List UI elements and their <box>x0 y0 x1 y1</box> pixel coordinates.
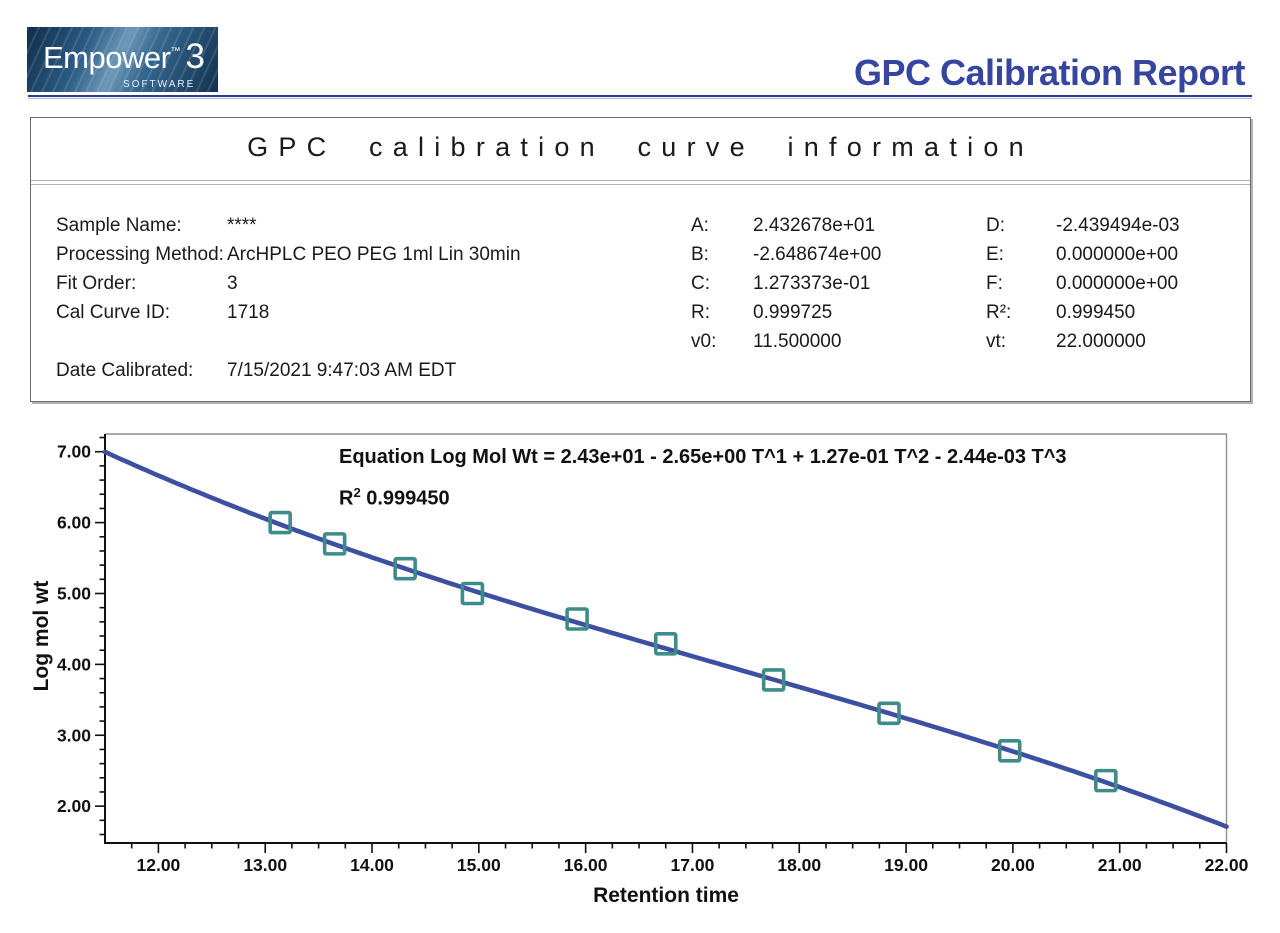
coefficients-column-2: D: -2.439494e-03 E: 0.000000e+00 F: 0.000000e… <box>986 211 1180 356</box>
field-value: 3 <box>227 273 238 294</box>
field-label: C: <box>691 273 710 294</box>
field-row: C: 1.273373e-01 <box>691 269 881 298</box>
field-row: D: -2.439494e-03 <box>986 211 1180 240</box>
field-value: 7/15/2021 9:47:03 AM EDT <box>227 360 457 381</box>
x-axis-title: Retention time <box>593 884 739 907</box>
field-value: -2.439494e-03 <box>1056 215 1180 236</box>
calibration-curve <box>102 449 1229 829</box>
field-row: R²: 0.999450 <box>986 298 1180 327</box>
y-tick-label: 5.00 <box>57 583 91 603</box>
field-label: Cal Curve ID: <box>56 302 171 323</box>
y-tick-label: 2.00 <box>57 796 91 816</box>
x-tick-label: 18.00 <box>777 855 821 875</box>
field-label: vt: <box>986 331 1007 352</box>
field-row: vt: 22.000000 <box>986 327 1180 356</box>
info-panel-divider <box>31 180 1250 185</box>
empower-logo-wordmark: Empower™ 3 <box>27 27 218 81</box>
y-axis-title: Log mol wt <box>30 580 53 692</box>
field-label: D: <box>986 215 1005 236</box>
report-title: GPC Calibration Report <box>853 52 1246 93</box>
plot-axes <box>104 434 1227 844</box>
field-row: Sample Name: **** <box>56 211 521 240</box>
field-value: 2.432678e+01 <box>753 215 876 236</box>
x-tick-label: 17.00 <box>671 855 715 875</box>
logo-version-number: 3 <box>185 37 205 76</box>
field-label: R: <box>691 302 710 323</box>
coefficients-column-1: A: 2.432678e+01 B: -2.648674e+00 C: 1.273373e… <box>691 211 881 356</box>
y-tick-label: 7.00 <box>57 442 91 462</box>
field-row: v0: 11.500000 <box>691 327 881 356</box>
y-tick-label: 4.00 <box>57 654 91 674</box>
field-row: F: 0.000000e+00 <box>986 269 1180 298</box>
empower-logo: Empower™ 3 SOFTWARE <box>27 27 218 92</box>
y-tick-label: 6.00 <box>57 513 91 533</box>
field-value: 1718 <box>227 302 270 323</box>
x-tick-label: 14.00 <box>350 855 394 875</box>
field-row: A: 2.432678e+01 <box>691 211 881 240</box>
field-value: ArcHPLC PEO PEG 1ml Lin 30min <box>227 244 521 265</box>
field-row: B: -2.648674e+00 <box>691 240 881 269</box>
curve-equation-annotation: Equation Log Mol Wt = 2.43e+01 - 2.65e+0… <box>339 446 1067 468</box>
field-label: Sample Name: <box>56 215 182 236</box>
field-row: E: 0.000000e+00 <box>986 240 1180 269</box>
field-label: E: <box>986 244 1004 265</box>
header-rule <box>28 95 1252 97</box>
data-point-marker <box>653 632 678 656</box>
field-label: Processing Method: <box>56 244 224 265</box>
x-tick-label: 20.00 <box>991 855 1035 875</box>
field-value: -2.648674e+00 <box>753 244 882 265</box>
x-tick-label: 13.00 <box>243 855 287 875</box>
data-point-marker <box>322 532 347 556</box>
data-point-marker <box>393 556 417 581</box>
x-tick-label: 12.00 <box>137 855 181 875</box>
field-value: 0.000000e+00 <box>1056 244 1179 265</box>
field-label: R²: <box>986 302 1012 323</box>
logo-tagline: SOFTWARE <box>123 79 196 90</box>
field-label: B: <box>691 244 709 265</box>
data-point-marker <box>877 701 901 726</box>
field-label: v0: <box>691 331 717 352</box>
field-label: A: <box>691 215 709 236</box>
y-tick-label: 3.00 <box>57 725 91 745</box>
data-point-marker <box>997 739 1022 763</box>
field-value: **** <box>227 215 257 236</box>
x-tick-label: 21.00 <box>1098 855 1142 875</box>
field-value: 0.999725 <box>753 302 833 323</box>
x-tick-label: 22.00 <box>1205 855 1249 875</box>
info-panel-title: GPC calibration curve information <box>247 132 1034 162</box>
data-point-marker <box>761 668 786 692</box>
field-label: Date Calibrated: <box>56 360 194 381</box>
r-squared-annotation: R2 0.999450 <box>339 485 450 511</box>
logo-brand-text: Empower <box>43 40 171 75</box>
x-tick-label: 16.00 <box>564 855 608 875</box>
field-label: Fit Order: <box>56 273 137 294</box>
field-row: Processing Method: ArcHPLC PEO PEG 1ml Li… <box>56 240 521 269</box>
data-point-marker <box>460 581 485 606</box>
field-value: 22.000000 <box>1056 331 1146 352</box>
data-point-marker <box>268 510 292 535</box>
r-squared-exponent: 2 <box>353 485 361 500</box>
data-point-marker <box>565 607 589 631</box>
sample-fields-column: Sample Name: **** Processing Method: ArcHPL… <box>56 211 521 385</box>
field-label: F: <box>986 273 1003 294</box>
field-row: Date Calibrated: 7/15/2021 9:47:03 AM EDT <box>56 356 521 385</box>
plot-frame <box>105 433 1228 843</box>
field-value: 0.000000e+00 <box>1056 273 1179 294</box>
field-value: 0.999450 <box>1056 302 1136 323</box>
field-value: 11.500000 <box>753 331 842 352</box>
field-row: R: 0.999725 <box>691 298 881 327</box>
calibration-info-panel: GPC calibration curve information Sample… <box>30 117 1251 402</box>
logo-trademark-symbol: ™ <box>170 46 181 57</box>
x-tick-label: 19.00 <box>884 855 928 875</box>
r-squared-value: 0.999450 <box>366 487 450 510</box>
r-squared-base: R <box>339 487 354 510</box>
x-tick-label: 15.00 <box>457 855 501 875</box>
data-point-marker <box>1094 768 1118 793</box>
header-rule-shadow <box>28 98 1252 99</box>
field-value: 1.273373e-01 <box>753 273 871 294</box>
field-row: Fit Order: 3 <box>56 269 521 298</box>
field-row: Cal Curve ID: 1718 <box>56 298 521 327</box>
